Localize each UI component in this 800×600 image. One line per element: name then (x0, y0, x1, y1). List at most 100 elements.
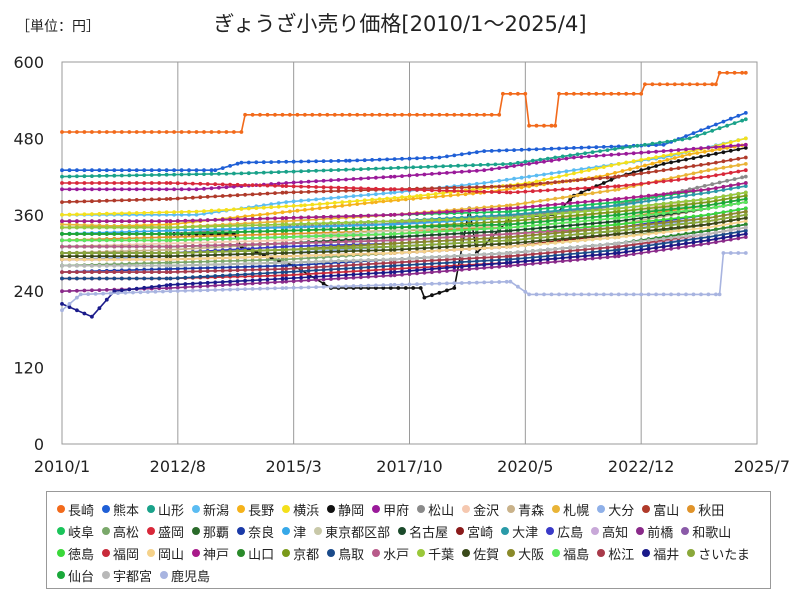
data-point (359, 213, 363, 218)
data-point (321, 159, 326, 164)
data-point (725, 178, 729, 183)
data-point (217, 185, 221, 190)
data-point (736, 191, 741, 196)
data-point (661, 142, 666, 147)
data-point (605, 255, 610, 260)
data-point (616, 251, 621, 255)
data-point (691, 171, 696, 176)
legend-marker (501, 527, 510, 535)
data-point (374, 283, 378, 288)
data-point (190, 246, 195, 251)
data-point (108, 291, 113, 296)
data-point (149, 267, 154, 272)
legend-item: さいたま (687, 542, 750, 564)
legend-marker (687, 549, 696, 557)
data-point (104, 187, 109, 192)
data-point (60, 130, 64, 134)
data-point (407, 234, 412, 239)
data-point (381, 264, 386, 269)
data-point (624, 173, 629, 178)
data-point (516, 221, 520, 226)
data-point (605, 201, 610, 206)
data-point (164, 263, 169, 268)
data-point (728, 116, 733, 121)
data-point (213, 182, 218, 187)
data-point (467, 259, 472, 264)
data-point (508, 238, 513, 243)
data-point (317, 202, 322, 206)
data-point (639, 223, 644, 228)
data-point (329, 224, 333, 229)
data-point (628, 167, 632, 172)
data-point (90, 181, 94, 185)
data-point (161, 289, 165, 294)
data-point (190, 284, 195, 289)
data-point (284, 204, 289, 209)
data-point (714, 240, 718, 245)
data-point (459, 152, 464, 157)
data-point (661, 211, 666, 216)
data-point (280, 112, 285, 117)
data-point (344, 220, 348, 225)
data-point (430, 255, 434, 260)
data-point (164, 228, 169, 233)
data-point (288, 112, 292, 117)
data-point (306, 228, 311, 233)
data-point (583, 199, 587, 204)
data-point (370, 200, 374, 205)
data-point (75, 219, 79, 224)
data-point (557, 146, 561, 151)
x-tick-label: 2015/3 (266, 457, 322, 476)
data-point (344, 227, 348, 231)
data-point (243, 229, 248, 234)
data-point (676, 151, 681, 156)
data-point (684, 234, 688, 239)
data-point (299, 225, 303, 230)
data-point (553, 202, 558, 207)
data-point (232, 130, 236, 134)
legend-item: 大津 (501, 520, 538, 542)
legend-marker (57, 571, 65, 579)
data-point (250, 287, 255, 291)
data-point (530, 258, 535, 263)
data-point (684, 173, 688, 177)
data-point (284, 181, 289, 185)
legend-label: 岐阜 (68, 525, 95, 541)
data-point (445, 229, 449, 233)
data-point (430, 112, 434, 117)
data-point (388, 251, 393, 256)
data-point (250, 183, 255, 188)
data-point (583, 215, 587, 220)
data-point (575, 232, 580, 237)
data-point (388, 235, 393, 240)
data-point (530, 210, 535, 215)
data-point (676, 242, 681, 247)
data-point (590, 250, 595, 255)
data-point (157, 235, 162, 240)
data-point (407, 237, 412, 242)
data-point (598, 255, 602, 260)
data-point (329, 259, 333, 264)
data-point (235, 230, 240, 235)
data-point (351, 220, 356, 225)
data-point (523, 189, 528, 194)
data-point (351, 233, 356, 238)
data-point (624, 212, 629, 216)
data-point (220, 217, 225, 222)
data-point (497, 178, 502, 183)
data-point (714, 214, 718, 219)
data-point (127, 270, 132, 274)
data-point (250, 242, 255, 247)
data-point (388, 213, 393, 217)
data-point (504, 216, 509, 221)
data-point (508, 225, 513, 230)
data-point (134, 187, 139, 192)
data-point (366, 251, 371, 256)
data-point (291, 276, 296, 280)
data-point (306, 215, 311, 220)
data-point (467, 112, 472, 117)
data-point (250, 252, 255, 256)
data-point (157, 229, 162, 233)
data-point (575, 210, 580, 215)
